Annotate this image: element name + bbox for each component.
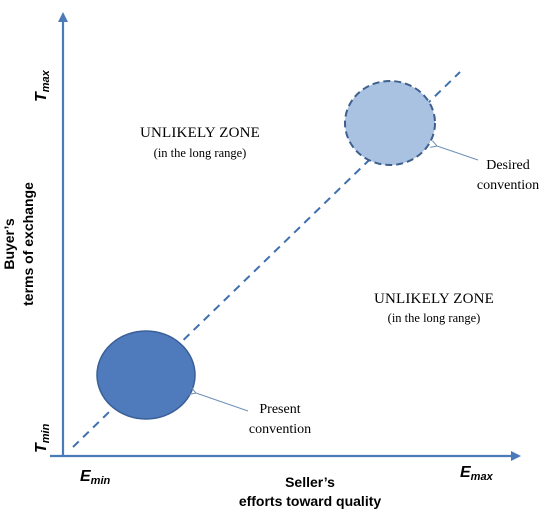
upper-zone-subtitle: (in the long range) [154, 146, 247, 160]
y-axis-max-mark: Tmax [33, 69, 52, 102]
y-axis-min-mark: Tmin [33, 423, 52, 453]
lower-zone-subtitle: (in the long range) [388, 311, 481, 325]
y-axis-title-line1: Buyer’s [1, 218, 17, 270]
desired-convention-circle [344, 80, 436, 166]
upper-zone-title: UNLIKELY ZONE [140, 125, 260, 141]
present-convention-label-line2: convention [249, 422, 311, 437]
lower-zone-title: UNLIKELY ZONE [374, 291, 494, 307]
x-axis-title-line1: Seller’s [285, 474, 335, 490]
present-convention-label-line1: Present [259, 402, 300, 417]
desired-convention-label-line2: convention [477, 178, 539, 193]
x-axis-min-mark: Emin [80, 468, 111, 487]
x-axis-max-mark: Emax [460, 464, 494, 483]
present-convention-pointer [189, 387, 249, 412]
desired-convention-pointer [430, 140, 479, 161]
desired-convention-label-line1: Desired [486, 158, 530, 173]
present-convention-circle [96, 330, 196, 420]
x-axis-title-line2: efforts toward quality [239, 493, 382, 509]
y-axis-title-line2: terms of exchange [20, 182, 36, 306]
